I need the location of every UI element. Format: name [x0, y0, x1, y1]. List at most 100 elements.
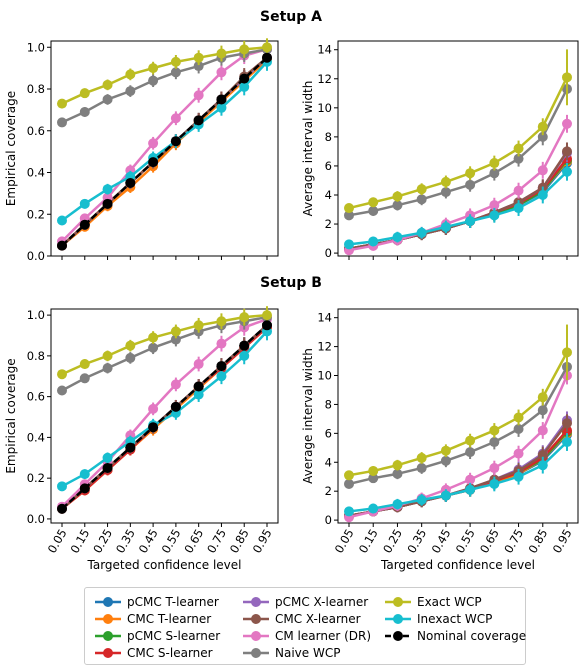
data-point — [489, 200, 500, 211]
data-point — [148, 157, 159, 168]
data-point — [79, 106, 90, 117]
data-point — [262, 42, 272, 53]
data-point — [562, 347, 572, 358]
data-point — [262, 310, 272, 321]
data-point — [344, 203, 354, 214]
series-exact-wcp — [57, 38, 272, 109]
x-tick-label: 0.75 — [501, 527, 526, 556]
series-line — [61, 48, 268, 243]
y-tick-label: 0.2 — [27, 471, 45, 485]
series-line — [61, 330, 268, 488]
data-point — [125, 352, 136, 363]
x-tick-label: 0.95 — [250, 527, 275, 556]
data-point — [537, 405, 548, 416]
legend-swatch — [95, 631, 121, 641]
legend-label: CMC X-learner — [275, 612, 361, 626]
y-tick-label: 0.6 — [27, 124, 45, 138]
data-point — [344, 506, 354, 517]
y-tick-label: 14 — [317, 311, 332, 325]
y-tick-label: 12 — [317, 72, 332, 86]
legend-swatch — [95, 597, 121, 607]
data-point — [79, 483, 90, 494]
data-point — [239, 81, 250, 92]
series-cm-learner-dr- — [344, 114, 572, 256]
data-point — [344, 239, 354, 250]
data-point — [216, 361, 227, 372]
series-naive-wcp — [344, 357, 572, 489]
y-tick-label: 0.0 — [27, 512, 45, 526]
data-point — [465, 435, 476, 446]
x-tick-label: 0.05 — [332, 527, 357, 556]
data-point — [416, 494, 427, 505]
x-axis-label: Targeted confidence level — [87, 558, 242, 572]
data-point — [489, 425, 500, 436]
data-point — [416, 184, 427, 195]
y-tick-label: 8 — [325, 130, 332, 144]
axes-frame — [337, 40, 579, 257]
data-point — [125, 69, 136, 80]
data-point — [513, 185, 524, 196]
data-point — [537, 450, 548, 461]
legend-label: CMC T-learner — [127, 612, 212, 626]
data-point — [416, 227, 427, 238]
x-tick-label: 0.35 — [113, 527, 138, 556]
data-point — [102, 462, 113, 473]
data-point — [513, 153, 524, 164]
y-tick-label: 0.0 — [27, 249, 45, 263]
x-tick-label: 0.85 — [227, 527, 252, 556]
data-point — [148, 422, 159, 433]
series-nominal-coverage — [57, 320, 272, 514]
data-point — [344, 210, 354, 221]
data-point — [262, 52, 272, 63]
data-point — [170, 379, 181, 390]
series-line — [348, 88, 569, 217]
data-point — [513, 143, 524, 154]
panel-2: 0 2 4 6 8 10 12 14 Average interval width — [301, 40, 579, 260]
data-point — [239, 350, 250, 361]
x-tick-label: 0.65 — [477, 527, 502, 556]
data-point — [102, 363, 113, 374]
series-line — [348, 76, 569, 210]
y-tick-label: 0.8 — [27, 349, 45, 363]
data-point — [416, 463, 427, 474]
data-point — [170, 326, 181, 337]
panel-1: 0.0 0.2 0.4 0.6 0.8 1.0 Empirical coverage — [4, 38, 279, 263]
series-inexact-wcp — [344, 433, 572, 517]
data-point — [170, 56, 181, 67]
data-point — [513, 471, 524, 482]
data-point — [465, 474, 476, 485]
legend-label: Inexact WCP — [417, 612, 493, 626]
data-point — [537, 392, 548, 403]
series-cm-learner-dr- — [57, 310, 272, 512]
series-line — [61, 58, 268, 247]
data-point — [216, 102, 227, 113]
data-point — [368, 236, 379, 247]
data-point — [440, 221, 451, 232]
data-point — [239, 44, 250, 55]
data-point — [440, 455, 451, 466]
data-point — [216, 94, 227, 105]
x-tick-label: 0.15 — [356, 527, 381, 556]
plots-svg: Setup A Setup B 0.0 0.2 0.4 0.6 0.8 1.0 Empiri… — [4, 9, 579, 572]
data-point — [57, 369, 67, 380]
series-line — [348, 157, 568, 250]
series-line — [61, 56, 268, 247]
series-exact-wcp — [57, 306, 272, 380]
legend-label: pCMC T-learner — [127, 595, 219, 609]
data-point — [562, 72, 572, 83]
y-axis-label: Average interval width — [301, 81, 315, 217]
data-point — [440, 445, 451, 456]
series-line — [348, 429, 568, 518]
x-tick-label: 0.55 — [159, 527, 184, 556]
data-point — [392, 232, 403, 243]
y-axis-label: Empirical coverage — [4, 91, 18, 206]
data-point — [537, 131, 548, 142]
data-point — [392, 200, 403, 211]
x-tick-label: 0.25 — [380, 527, 405, 556]
data-point — [102, 350, 113, 361]
series-line — [61, 315, 268, 392]
series-line — [61, 313, 268, 376]
series-exact-wcp — [344, 324, 572, 481]
series-pcmc-x-learner — [344, 411, 572, 521]
